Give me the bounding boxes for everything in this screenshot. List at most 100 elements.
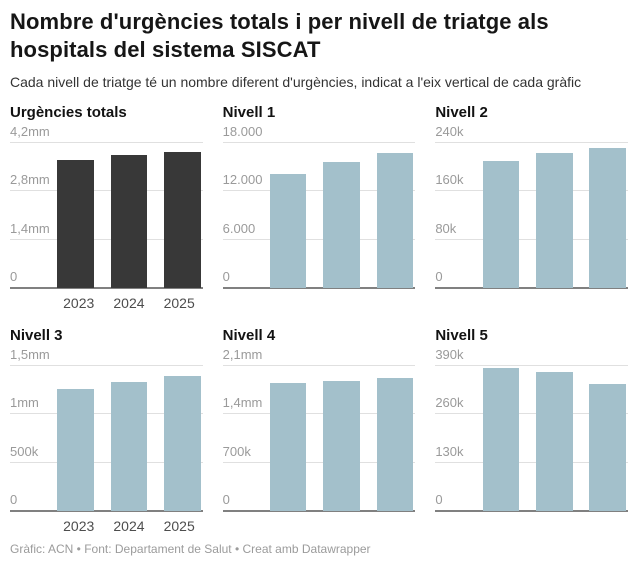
x-tick-label: 2024 xyxy=(113,295,145,311)
y-tick-label: 1,5mm xyxy=(10,347,50,362)
bar-2024 xyxy=(536,153,573,288)
y-tick-label: 390k xyxy=(435,347,464,362)
y-tick-label: 0 xyxy=(222,492,230,507)
y-tick-label: 12.000 xyxy=(222,172,263,188)
gridline xyxy=(10,190,203,192)
panel-title: Nivell 4 xyxy=(222,327,276,344)
bar-2025 xyxy=(589,384,627,511)
bar-2023 xyxy=(269,173,307,288)
y-tick-label: 0 xyxy=(222,269,230,284)
y-tick-label: 130k xyxy=(435,443,464,459)
gridline xyxy=(435,238,628,240)
x-axis-line xyxy=(435,510,628,512)
x-axis-line xyxy=(222,510,416,512)
x-tick-label: 2024 xyxy=(113,518,145,534)
x-tick-label: 2025 xyxy=(163,295,195,311)
y-tick-label: 80k xyxy=(435,220,457,236)
x-tick-label: 2025 xyxy=(163,518,195,534)
x-axis-labels xyxy=(223,294,416,314)
chart-panel-nivell-5: Nivell 5 390k 260k 130k 0 xyxy=(435,327,628,537)
plot-area: 4,2mm 2,8mm 1,4mm 0 xyxy=(10,125,203,289)
chart-panel-urgencies-totals: Urgències totals 4,2mm 2,8mm 1,4mm 0 202… xyxy=(10,104,203,314)
y-tick-label: 0 xyxy=(435,269,443,284)
bar-2024 xyxy=(536,371,573,511)
bars-group xyxy=(482,366,627,511)
x-axis-line xyxy=(222,287,416,289)
y-tick-label: 1,4mm xyxy=(222,395,263,411)
bar-2024 xyxy=(323,161,360,288)
bar-2023 xyxy=(57,159,94,288)
bars-group xyxy=(57,366,201,511)
bar-2025 xyxy=(164,375,201,511)
bars-group xyxy=(269,143,414,288)
gridline xyxy=(435,461,628,463)
x-tick-label: 2023 xyxy=(63,518,95,534)
page-title: Nombre d'urgències totals i per nivell d… xyxy=(10,9,549,62)
x-axis-line xyxy=(435,287,628,289)
y-tick-label: 700k xyxy=(222,443,251,459)
gridline xyxy=(10,238,203,240)
y-tick-label: 160k xyxy=(435,172,464,188)
plot-area: 18.000 12.000 6.000 0 xyxy=(222,125,416,289)
y-tick-label: 260k xyxy=(435,395,464,411)
x-axis-labels xyxy=(223,517,416,537)
x-tick-label: 2023 xyxy=(63,295,95,311)
y-tick-label: 4,2mm xyxy=(10,124,50,139)
gridline xyxy=(10,461,203,463)
panel-title: Nivell 1 xyxy=(222,104,276,121)
gridline xyxy=(435,413,628,415)
y-tick-label: 0 xyxy=(10,269,18,284)
y-tick-label: 240k xyxy=(435,124,464,139)
chart-panel-nivell-4: Nivell 4 2,1mm 1,4mm 700k 0 xyxy=(222,327,416,537)
bars-group xyxy=(482,143,627,288)
y-tick-label: 6.000 xyxy=(222,220,256,236)
plot-area: 2,1mm 1,4mm 700k 0 xyxy=(222,348,416,512)
bars-group xyxy=(269,366,414,511)
gridline xyxy=(222,413,416,415)
panel-title: Nivell 2 xyxy=(435,104,488,121)
x-axis-line xyxy=(10,287,203,289)
gridline xyxy=(222,238,416,240)
bar-2024 xyxy=(323,381,360,511)
x-axis-labels xyxy=(435,517,628,537)
y-tick-label: 1mm xyxy=(10,395,39,411)
small-multiples-grid: Urgències totals 4,2mm 2,8mm 1,4mm 0 202… xyxy=(10,104,628,537)
y-tick-label: 2,1mm xyxy=(222,347,263,362)
y-tick-label: 1,4mm xyxy=(10,220,50,236)
gridline xyxy=(10,365,203,366)
bar-2025 xyxy=(589,148,627,288)
y-tick-label: 500k xyxy=(10,443,39,459)
plot-area: 390k 260k 130k 0 xyxy=(435,348,628,512)
x-axis-labels: 2023 2024 2025 xyxy=(10,294,203,314)
x-axis-labels: 2023 2024 2025 xyxy=(10,517,203,537)
plot-area: 1,5mm 1mm 500k 0 xyxy=(10,348,203,512)
bar-2023 xyxy=(57,389,94,511)
bar-2023 xyxy=(482,161,520,288)
gridline xyxy=(435,365,628,366)
chart-panel-nivell-2: Nivell 2 240k 160k 80k 0 xyxy=(435,104,628,314)
bar-2024 xyxy=(110,382,148,511)
bar-2023 xyxy=(269,382,307,511)
gridline xyxy=(222,461,416,463)
bars-group xyxy=(57,143,201,288)
y-tick-label: 0 xyxy=(10,492,18,507)
x-axis-line xyxy=(10,510,203,512)
y-tick-label: 0 xyxy=(435,492,443,507)
plot-area: 240k 160k 80k 0 xyxy=(435,125,628,289)
gridline xyxy=(222,365,416,366)
panel-title: Nivell 3 xyxy=(10,327,63,344)
panel-title: Urgències totals xyxy=(10,104,127,121)
bar-2025 xyxy=(376,378,414,511)
bar-2025 xyxy=(376,152,414,288)
chart-panel-nivell-3: Nivell 3 1,5mm 1mm 500k 0 2023 2024 2025 xyxy=(10,327,203,537)
attribution-footer: Gràfic: ACN • Font: Departament de Salut… xyxy=(10,542,371,556)
y-tick-label: 2,8mm xyxy=(10,172,50,188)
gridline xyxy=(435,190,628,192)
gridline xyxy=(435,142,628,143)
gridline xyxy=(10,413,203,415)
bar-2023 xyxy=(482,368,520,511)
chart-subtitle: Cada nivell de triatge té un nombre dife… xyxy=(10,74,582,90)
panel-title: Nivell 5 xyxy=(435,327,488,344)
x-axis-labels xyxy=(435,294,628,314)
gridline xyxy=(10,142,203,143)
